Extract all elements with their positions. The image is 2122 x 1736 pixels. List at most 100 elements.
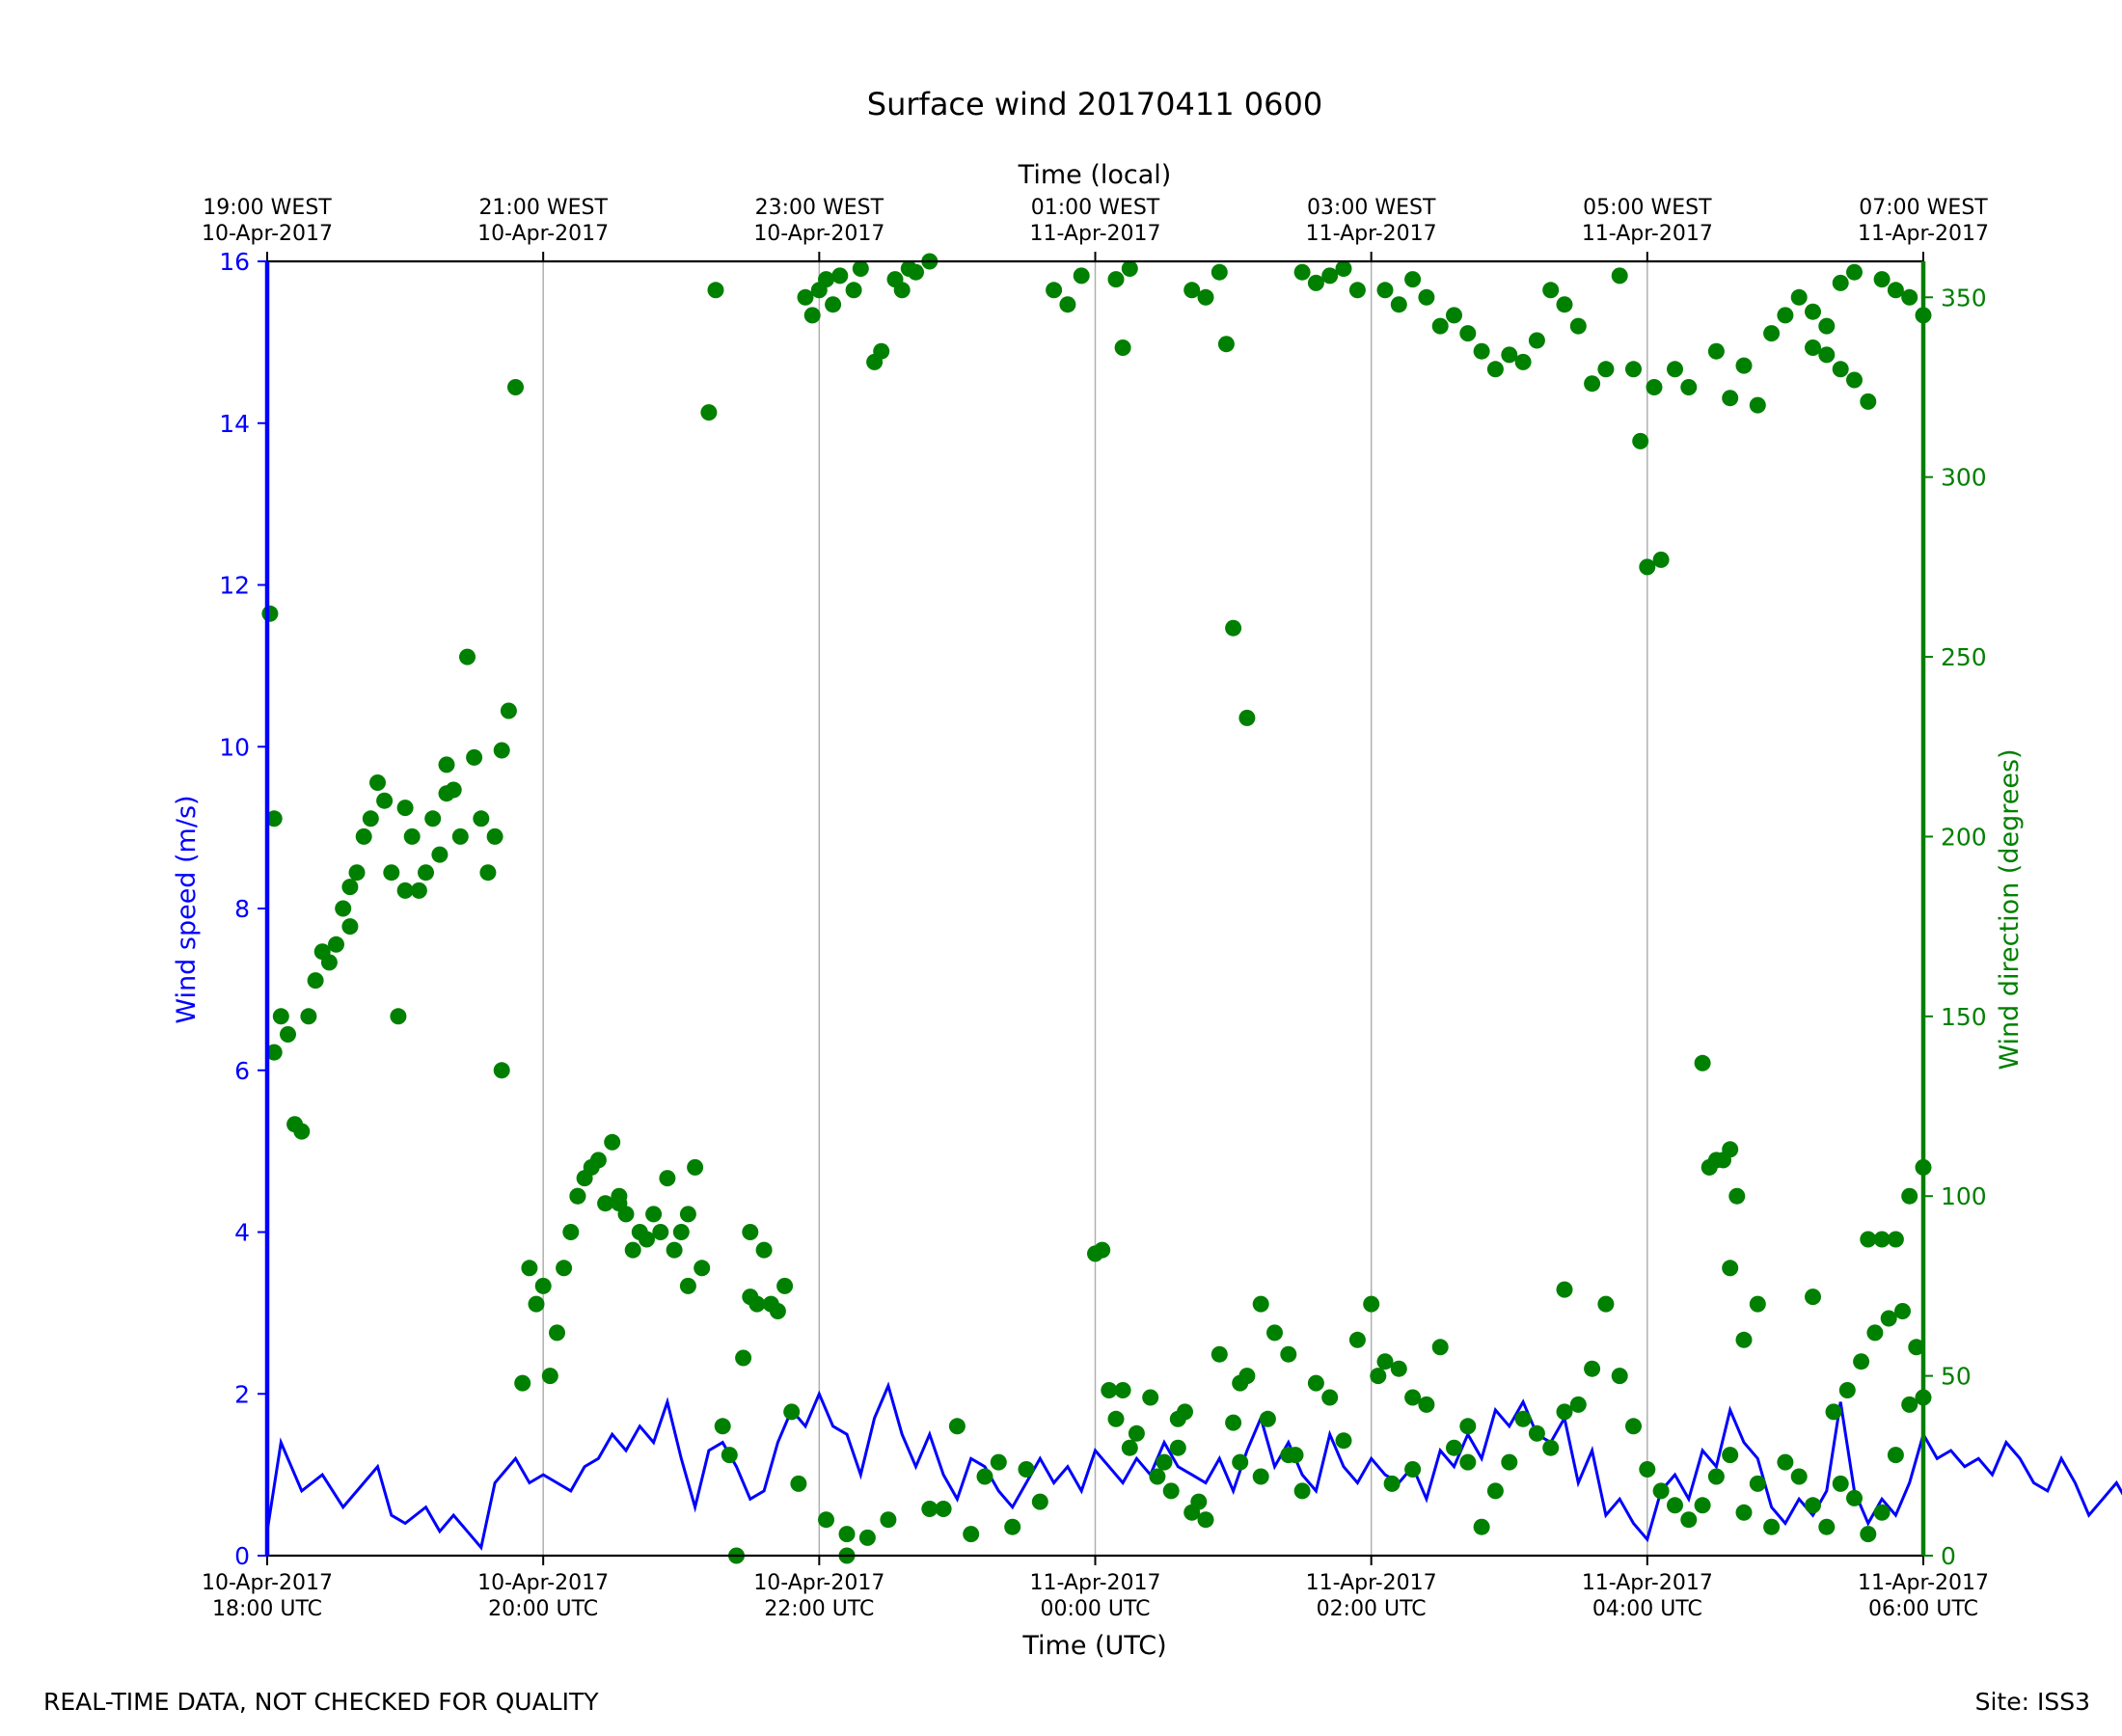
- wind-direction-point: [1763, 325, 1781, 342]
- wind-direction-point: [1777, 307, 1794, 324]
- wind-direction-point: [1625, 1418, 1642, 1435]
- x-tick-label-time: 04:00 UTC: [1592, 1597, 1702, 1621]
- wind-direction-point: [873, 342, 890, 360]
- wind-direction-point: [1652, 1482, 1670, 1500]
- wind-direction-point: [320, 954, 338, 971]
- wind-direction-point: [1211, 263, 1228, 281]
- wind-direction-point: [679, 1277, 696, 1294]
- wind-direction-point: [1107, 1410, 1125, 1427]
- top-tick-label-time: 07:00 WEST: [1859, 196, 1988, 220]
- wind-direction-point: [597, 1195, 614, 1212]
- wind-direction-point: [604, 1133, 621, 1151]
- wind-direction-point: [1722, 1447, 1739, 1464]
- wind-direction-point: [493, 742, 510, 759]
- top-tick-label-time: 21:00 WEST: [478, 196, 608, 220]
- wind-direction-point: [1348, 282, 1366, 299]
- top-tick-label-date: 11-Apr-2017: [1582, 222, 1713, 246]
- wind-direction-point: [1046, 282, 1063, 299]
- wind-direction-point: [1363, 1295, 1380, 1313]
- wind-direction-point: [355, 827, 372, 845]
- wind-direction-point: [1680, 379, 1698, 395]
- wind-direction-point: [396, 882, 414, 899]
- wind-direction-point: [611, 1195, 628, 1212]
- wind-direction-point: [1846, 371, 1863, 389]
- wind-direction-point: [707, 282, 724, 299]
- wind-direction-point: [1348, 1331, 1366, 1348]
- wind-direction-point: [1252, 1468, 1269, 1485]
- wind-direction-point: [935, 1501, 952, 1517]
- wind-direction-point: [1542, 282, 1560, 299]
- wind-direction-point: [1031, 1493, 1048, 1510]
- wind-direction-point: [549, 1324, 565, 1342]
- wind-direction-point: [852, 260, 869, 277]
- top-tick-label-time: 05:00 WEST: [1583, 196, 1712, 220]
- wind-direction-point: [451, 827, 469, 845]
- wind-direction-point: [1584, 1360, 1601, 1377]
- wind-direction-point: [858, 1529, 876, 1546]
- wind-direction-point: [1846, 1489, 1863, 1506]
- top-tick-label-time: 01:00 WEST: [1031, 196, 1160, 220]
- wind-direction-point: [1639, 1461, 1656, 1478]
- wind-direction-point: [369, 774, 386, 791]
- wind-direction-point: [556, 1260, 573, 1277]
- wind-direction-point: [1217, 336, 1235, 353]
- wind-direction-point: [1832, 274, 1849, 291]
- wind-direction-point: [694, 1260, 711, 1277]
- wind-direction-point: [1307, 1374, 1324, 1392]
- x-tick-label-date: 11-Apr-2017: [1306, 1571, 1437, 1595]
- wind-direction-point: [1873, 1231, 1891, 1248]
- wind-direction-point: [645, 1206, 663, 1223]
- wind-direction-point: [721, 1447, 738, 1464]
- wind-direction-point: [1749, 1295, 1766, 1313]
- wind-direction-point: [1790, 288, 1808, 306]
- wind-direction-point: [1597, 361, 1615, 378]
- wind-direction-point: [652, 1224, 669, 1240]
- top-tick-label-date: 11-Apr-2017: [1306, 222, 1437, 246]
- wind-direction-point: [1838, 1382, 1856, 1398]
- wind-direction-point: [507, 379, 524, 395]
- wind-direction-point: [990, 1453, 1007, 1471]
- wind-direction-point: [272, 1008, 289, 1025]
- wind-direction-point: [1280, 1345, 1297, 1363]
- wind-direction-point: [948, 1418, 966, 1435]
- wind-direction-point: [825, 296, 842, 313]
- wind-direction-point: [1728, 1187, 1746, 1205]
- y-axis-right-label: Wind direction (degrees): [1995, 748, 2025, 1070]
- wind-direction-point: [521, 1260, 538, 1277]
- x-tick-label-time: 20:00 UTC: [488, 1597, 598, 1621]
- wind-direction-point: [1528, 1424, 1545, 1442]
- wind-direction-point: [624, 1241, 641, 1259]
- wind-direction-point: [1749, 1475, 1766, 1492]
- top-tick-label-date: 11-Apr-2017: [1858, 222, 1989, 246]
- wind-direction-point: [1556, 1281, 1573, 1298]
- wind-direction-point: [1514, 1410, 1532, 1427]
- wind-direction-point: [1211, 1345, 1228, 1363]
- wind-direction-point: [1646, 379, 1663, 395]
- wind-direction-point: [528, 1295, 545, 1313]
- wind-direction-point: [1280, 1447, 1297, 1464]
- wind-direction-point: [438, 756, 455, 773]
- wind-direction-point: [1238, 709, 1256, 726]
- wind-direction-point: [1335, 260, 1352, 277]
- wind-direction-point: [1197, 288, 1214, 306]
- x-axis-label: Time (UTC): [1021, 1631, 1166, 1661]
- wind-direction-point: [514, 1374, 531, 1392]
- wind-direction-point: [493, 1062, 510, 1079]
- wind-direction-point: [1894, 1303, 1911, 1319]
- wind-direction-point: [1307, 274, 1324, 291]
- wind-direction-point: [1321, 1389, 1339, 1406]
- wind-direction-point: [679, 1206, 696, 1223]
- wind-direction-point: [1383, 1475, 1401, 1492]
- wind-direction-point: [1473, 342, 1490, 360]
- wind-direction-point: [1528, 332, 1545, 349]
- y-left-tick-label: 16: [219, 248, 250, 276]
- wind-direction-point: [534, 1277, 552, 1294]
- wind-direction-point: [396, 800, 414, 817]
- wind-direction-point: [1887, 282, 1904, 299]
- wind-direction-point: [831, 267, 849, 285]
- wind-direction-point: [1763, 1518, 1781, 1535]
- wind-direction-point: [348, 864, 366, 882]
- y-left-tick-label: 2: [234, 1380, 250, 1408]
- wind-direction-point: [1625, 361, 1642, 378]
